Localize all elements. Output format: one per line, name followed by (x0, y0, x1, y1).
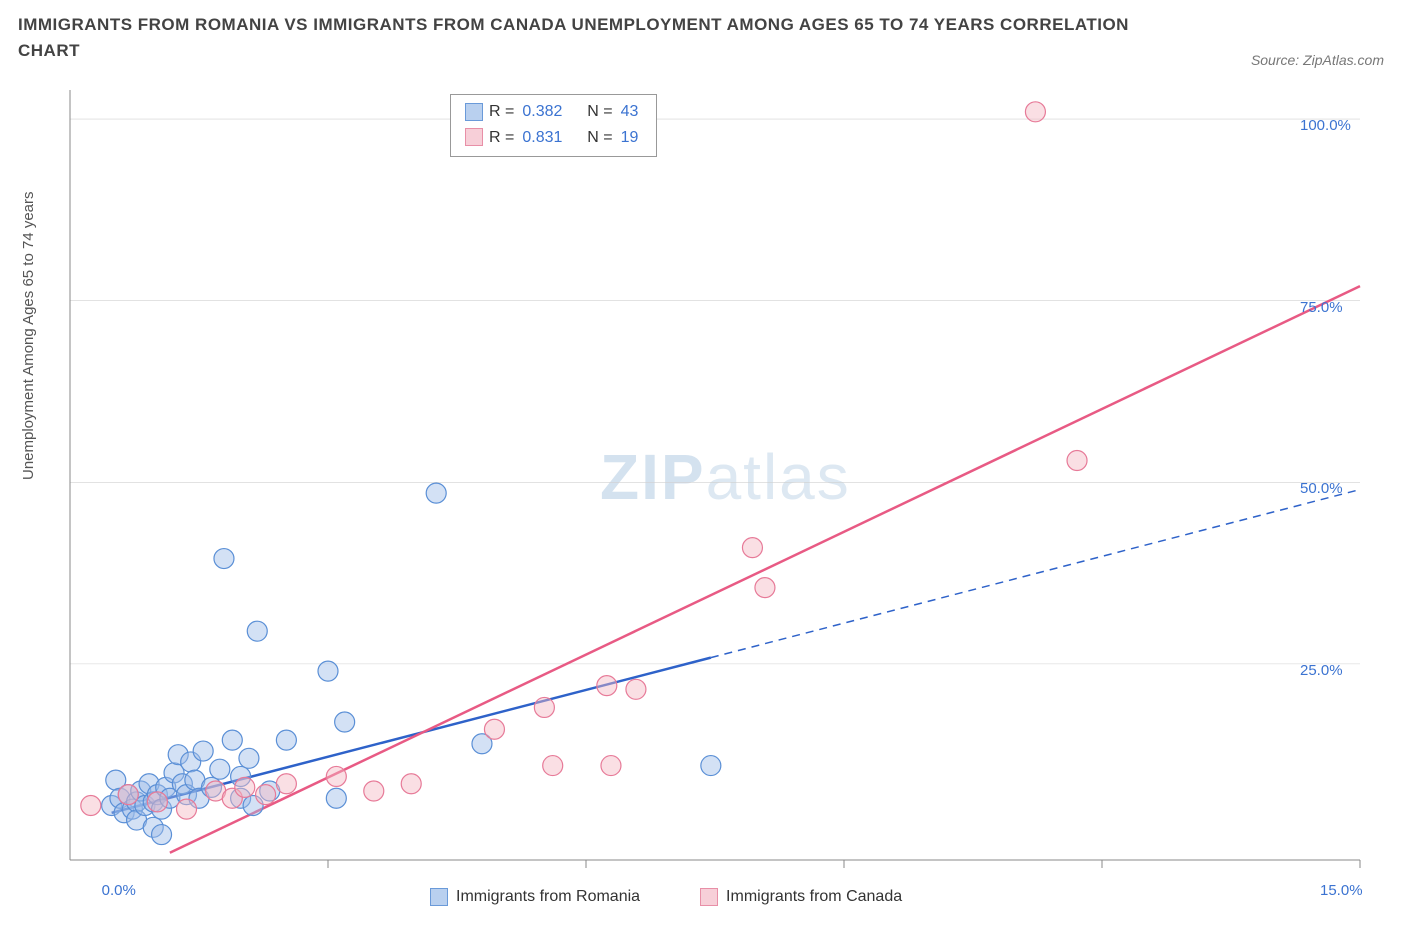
bottom-legend: Immigrants from Romania Immigrants from … (430, 888, 902, 906)
legend-swatch-canada-icon (700, 888, 718, 906)
x-tick-low: 0.0% (102, 882, 136, 899)
n-value: 43 (621, 99, 639, 125)
r-label: R = (489, 125, 514, 151)
y-tick: 25.0% (1300, 662, 1343, 679)
r-value: 0.382 (522, 99, 562, 125)
legend-swatch-romania-icon (430, 888, 448, 906)
y-axis-label: Unemployment Among Ages 65 to 74 years (20, 191, 37, 480)
legend-item-canada: Immigrants from Canada (700, 888, 902, 906)
source-attribution: Source: ZipAtlas.com (1251, 52, 1384, 68)
stats-row-canada: R = 0.831 N = 19 (465, 125, 642, 151)
legend-item-romania: Immigrants from Romania (430, 888, 640, 906)
n-value: 19 (621, 125, 639, 151)
legend-label: Immigrants from Canada (726, 888, 902, 906)
y-tick: 75.0% (1300, 299, 1343, 316)
r-value: 0.831 (522, 125, 562, 151)
n-label: N = (587, 99, 612, 125)
chart-title: IMMIGRANTS FROM ROMANIA VS IMMIGRANTS FR… (18, 12, 1138, 63)
y-tick: 50.0% (1300, 480, 1343, 497)
swatch-romania-icon (465, 103, 483, 121)
r-label: R = (489, 99, 514, 125)
stats-row-romania: R = 0.382 N = 43 (465, 99, 642, 125)
y-tick: 100.0% (1300, 117, 1351, 134)
correlation-stats-box: R = 0.382 N = 43 R = 0.831 N = 19 (450, 94, 657, 157)
swatch-canada-icon (465, 128, 483, 146)
n-label: N = (587, 125, 612, 151)
legend-label: Immigrants from Romania (456, 888, 640, 906)
scatter-chart-svg (60, 80, 1380, 880)
chart-plot-area (60, 80, 1380, 880)
x-tick-high: 15.0% (1320, 882, 1363, 899)
